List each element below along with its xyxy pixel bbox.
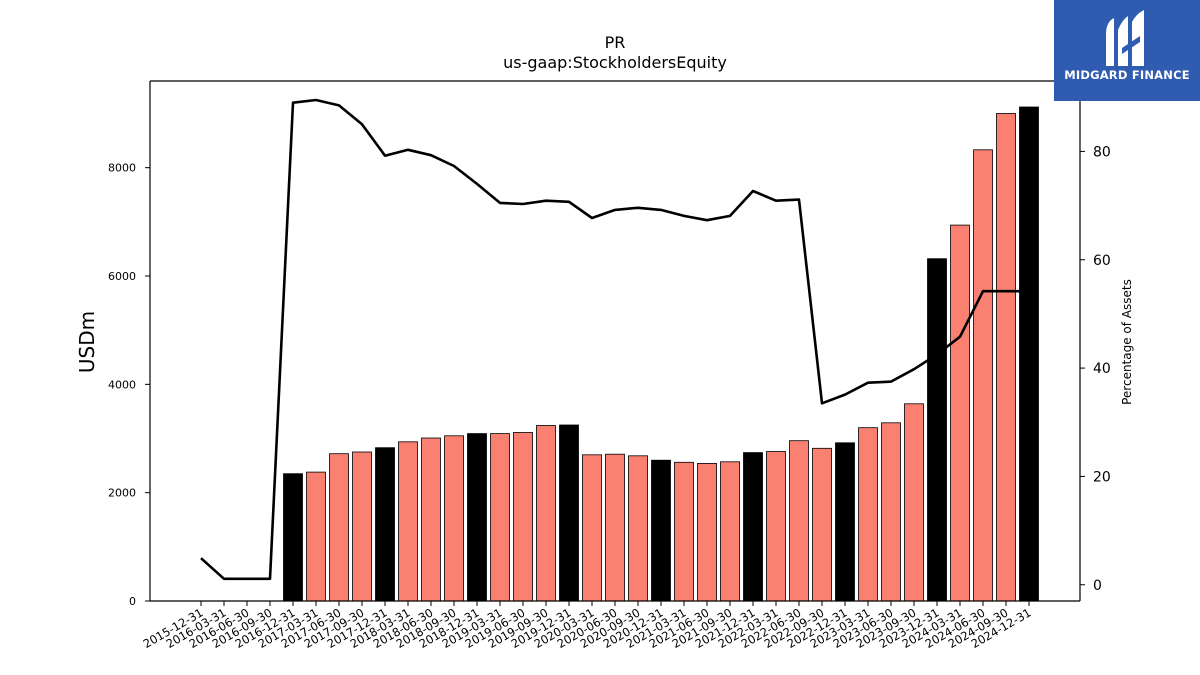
- y2-tick-label: 0: [1093, 578, 1102, 594]
- bar-series: [283, 106, 1039, 602]
- chart-title: PR: [605, 33, 626, 52]
- bar-2018-12-31: [467, 433, 487, 602]
- bar-2017-06-30: [329, 453, 349, 602]
- bar-2022-12-31: [835, 442, 855, 602]
- y-axis-label: USDm: [75, 311, 99, 373]
- bar-2018-03-31: [398, 441, 418, 602]
- bar-2022-03-31: [766, 451, 786, 602]
- y-tick-label: 0: [129, 595, 136, 608]
- bar-2021-12-31: [743, 452, 763, 602]
- bar-2017-03-31: [306, 471, 326, 602]
- bar-2019-09-30: [536, 425, 556, 602]
- bar-2019-06-30: [513, 432, 533, 602]
- bar-2024-03-31: [950, 224, 970, 602]
- bar-2023-03-31: [858, 427, 878, 602]
- bar-2023-09-30: [904, 403, 924, 602]
- bar-2020-06-30: [605, 453, 625, 602]
- bar-2021-03-31: [674, 461, 694, 602]
- bar-2024-09-30: [996, 113, 1016, 602]
- bar-2017-09-30: [352, 451, 372, 602]
- brand-logo: MIDGARD FINANCE: [1054, 0, 1200, 101]
- bar-2022-09-30: [812, 447, 832, 602]
- midgard-logo-icon: [1106, 10, 1144, 66]
- bar-2020-09-30: [628, 455, 648, 602]
- bar-2021-06-30: [697, 462, 717, 602]
- bar-2022-06-30: [789, 440, 809, 602]
- bar-2020-12-31: [651, 459, 671, 602]
- line-series: [200, 98, 1029, 581]
- bar-2024-12-31: [1019, 106, 1039, 602]
- y-tick-label: 2000: [108, 487, 136, 500]
- bar-2016-12-31: [283, 473, 303, 602]
- bar-2017-12-31: [375, 447, 395, 602]
- bar-2018-06-30: [421, 437, 441, 602]
- bar-2023-06-30: [881, 422, 901, 602]
- bar-2019-12-31: [559, 424, 579, 602]
- percentage-line: [200, 98, 1029, 581]
- y-tick-label: 6000: [108, 270, 136, 283]
- bar-2024-06-30: [973, 149, 993, 602]
- bar-2019-03-31: [490, 433, 510, 602]
- tick-labels: 020004000600080000204060802015-12-312016…: [108, 144, 1111, 651]
- brand-name: MIDGARD FINANCE: [1064, 68, 1190, 82]
- y2-tick-label: 40: [1093, 361, 1111, 377]
- y2-tick-label: 60: [1093, 253, 1111, 269]
- bar-2023-12-31: [927, 258, 947, 602]
- y2-tick-label: 20: [1093, 469, 1111, 485]
- y-tick-label: 4000: [108, 378, 136, 391]
- y2-tick-label: 80: [1093, 144, 1111, 160]
- bar-2021-09-30: [720, 461, 740, 602]
- y2-axis-label: Percentage of Assets: [1120, 279, 1134, 405]
- y-tick-label: 8000: [108, 162, 136, 175]
- bar-2020-03-31: [582, 454, 602, 602]
- chart-subtitle: us-gaap:StockholdersEquity: [503, 53, 727, 72]
- bar-2018-09-30: [444, 435, 464, 602]
